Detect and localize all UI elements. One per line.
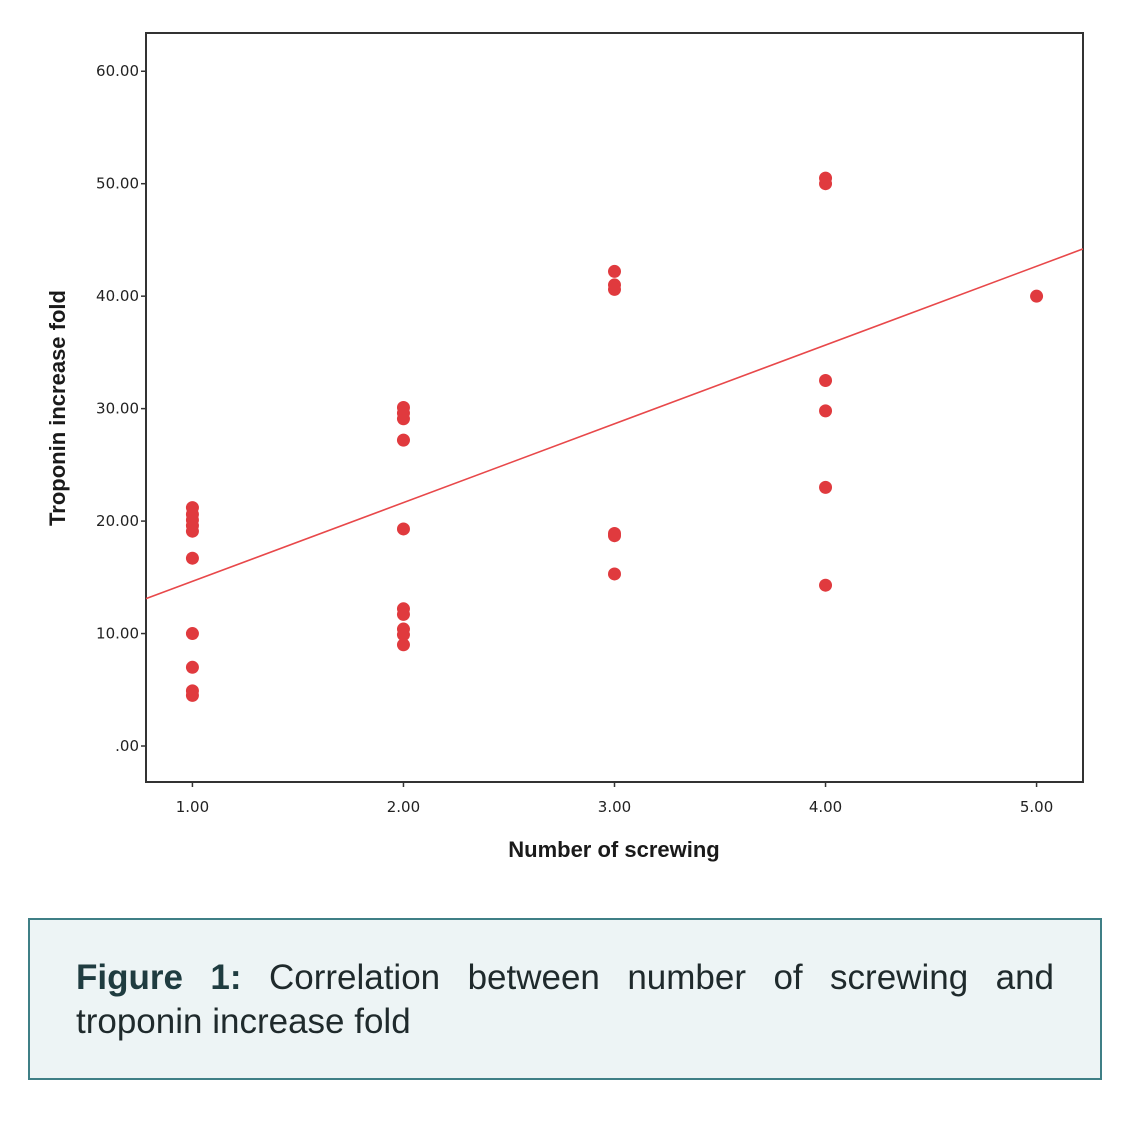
data-point: [819, 374, 833, 388]
y-tick-label: 10.00: [96, 625, 139, 643]
data-point: [185, 524, 199, 538]
data-point: [608, 282, 621, 296]
data-point: [396, 433, 410, 447]
data-point: [185, 627, 199, 641]
y-tick-label: .00: [115, 737, 139, 755]
x-tick-label: 1.00: [176, 798, 209, 816]
data-point: [819, 404, 833, 418]
y-tick-label: 60.00: [96, 62, 139, 80]
data-point: [396, 628, 410, 642]
scatter-chart: .00 10.00 20.00 30.00 40.00 50.00 60.00 1.00 2.…: [45, 32, 1084, 862]
figure-caption-box: Figure 1: Correlation between number of …: [28, 918, 1102, 1080]
y-tick-label: 40.00: [96, 287, 139, 305]
regression-line: [145, 248, 1084, 600]
x-axis: 1.00 2.00 3.00 4.00 5.00: [176, 782, 1053, 816]
points-layer: [185, 171, 1044, 702]
figure-caption-text: Correlation between number of screwing a…: [76, 958, 1054, 1041]
y-tick-label: 20.00: [96, 512, 139, 530]
data-point: [185, 688, 199, 702]
data-point: [819, 578, 833, 592]
data-point: [185, 551, 199, 565]
figure-caption: Figure 1: Correlation between number of …: [76, 956, 1054, 1044]
data-point: [608, 529, 621, 543]
data-point: [1030, 289, 1044, 303]
y-axis: .00 10.00 20.00 30.00 40.00 50.00 60.00: [96, 62, 146, 755]
y-tick-label: 50.00: [96, 175, 139, 193]
plot-frame: [145, 32, 1084, 783]
x-tick-label: 3.00: [598, 798, 631, 816]
data-point: [396, 638, 410, 652]
data-point: [819, 177, 833, 191]
data-point: [819, 480, 833, 494]
data-point: [185, 660, 199, 674]
data-point: [396, 412, 410, 426]
fit-line-layer: [145, 248, 1084, 600]
data-point: [396, 522, 410, 536]
x-tick-label: 4.00: [809, 798, 842, 816]
y-axis-title: Troponin increase fold: [45, 290, 70, 526]
data-point: [396, 607, 410, 621]
data-point: [608, 264, 621, 278]
data-point: [608, 567, 621, 581]
x-tick-label: 5.00: [1020, 798, 1053, 816]
x-axis-title: Number of screwing: [508, 837, 719, 862]
x-tick-label: 2.00: [387, 798, 420, 816]
figure-caption-label: Figure 1:: [76, 958, 242, 997]
y-tick-label: 30.00: [96, 400, 139, 418]
